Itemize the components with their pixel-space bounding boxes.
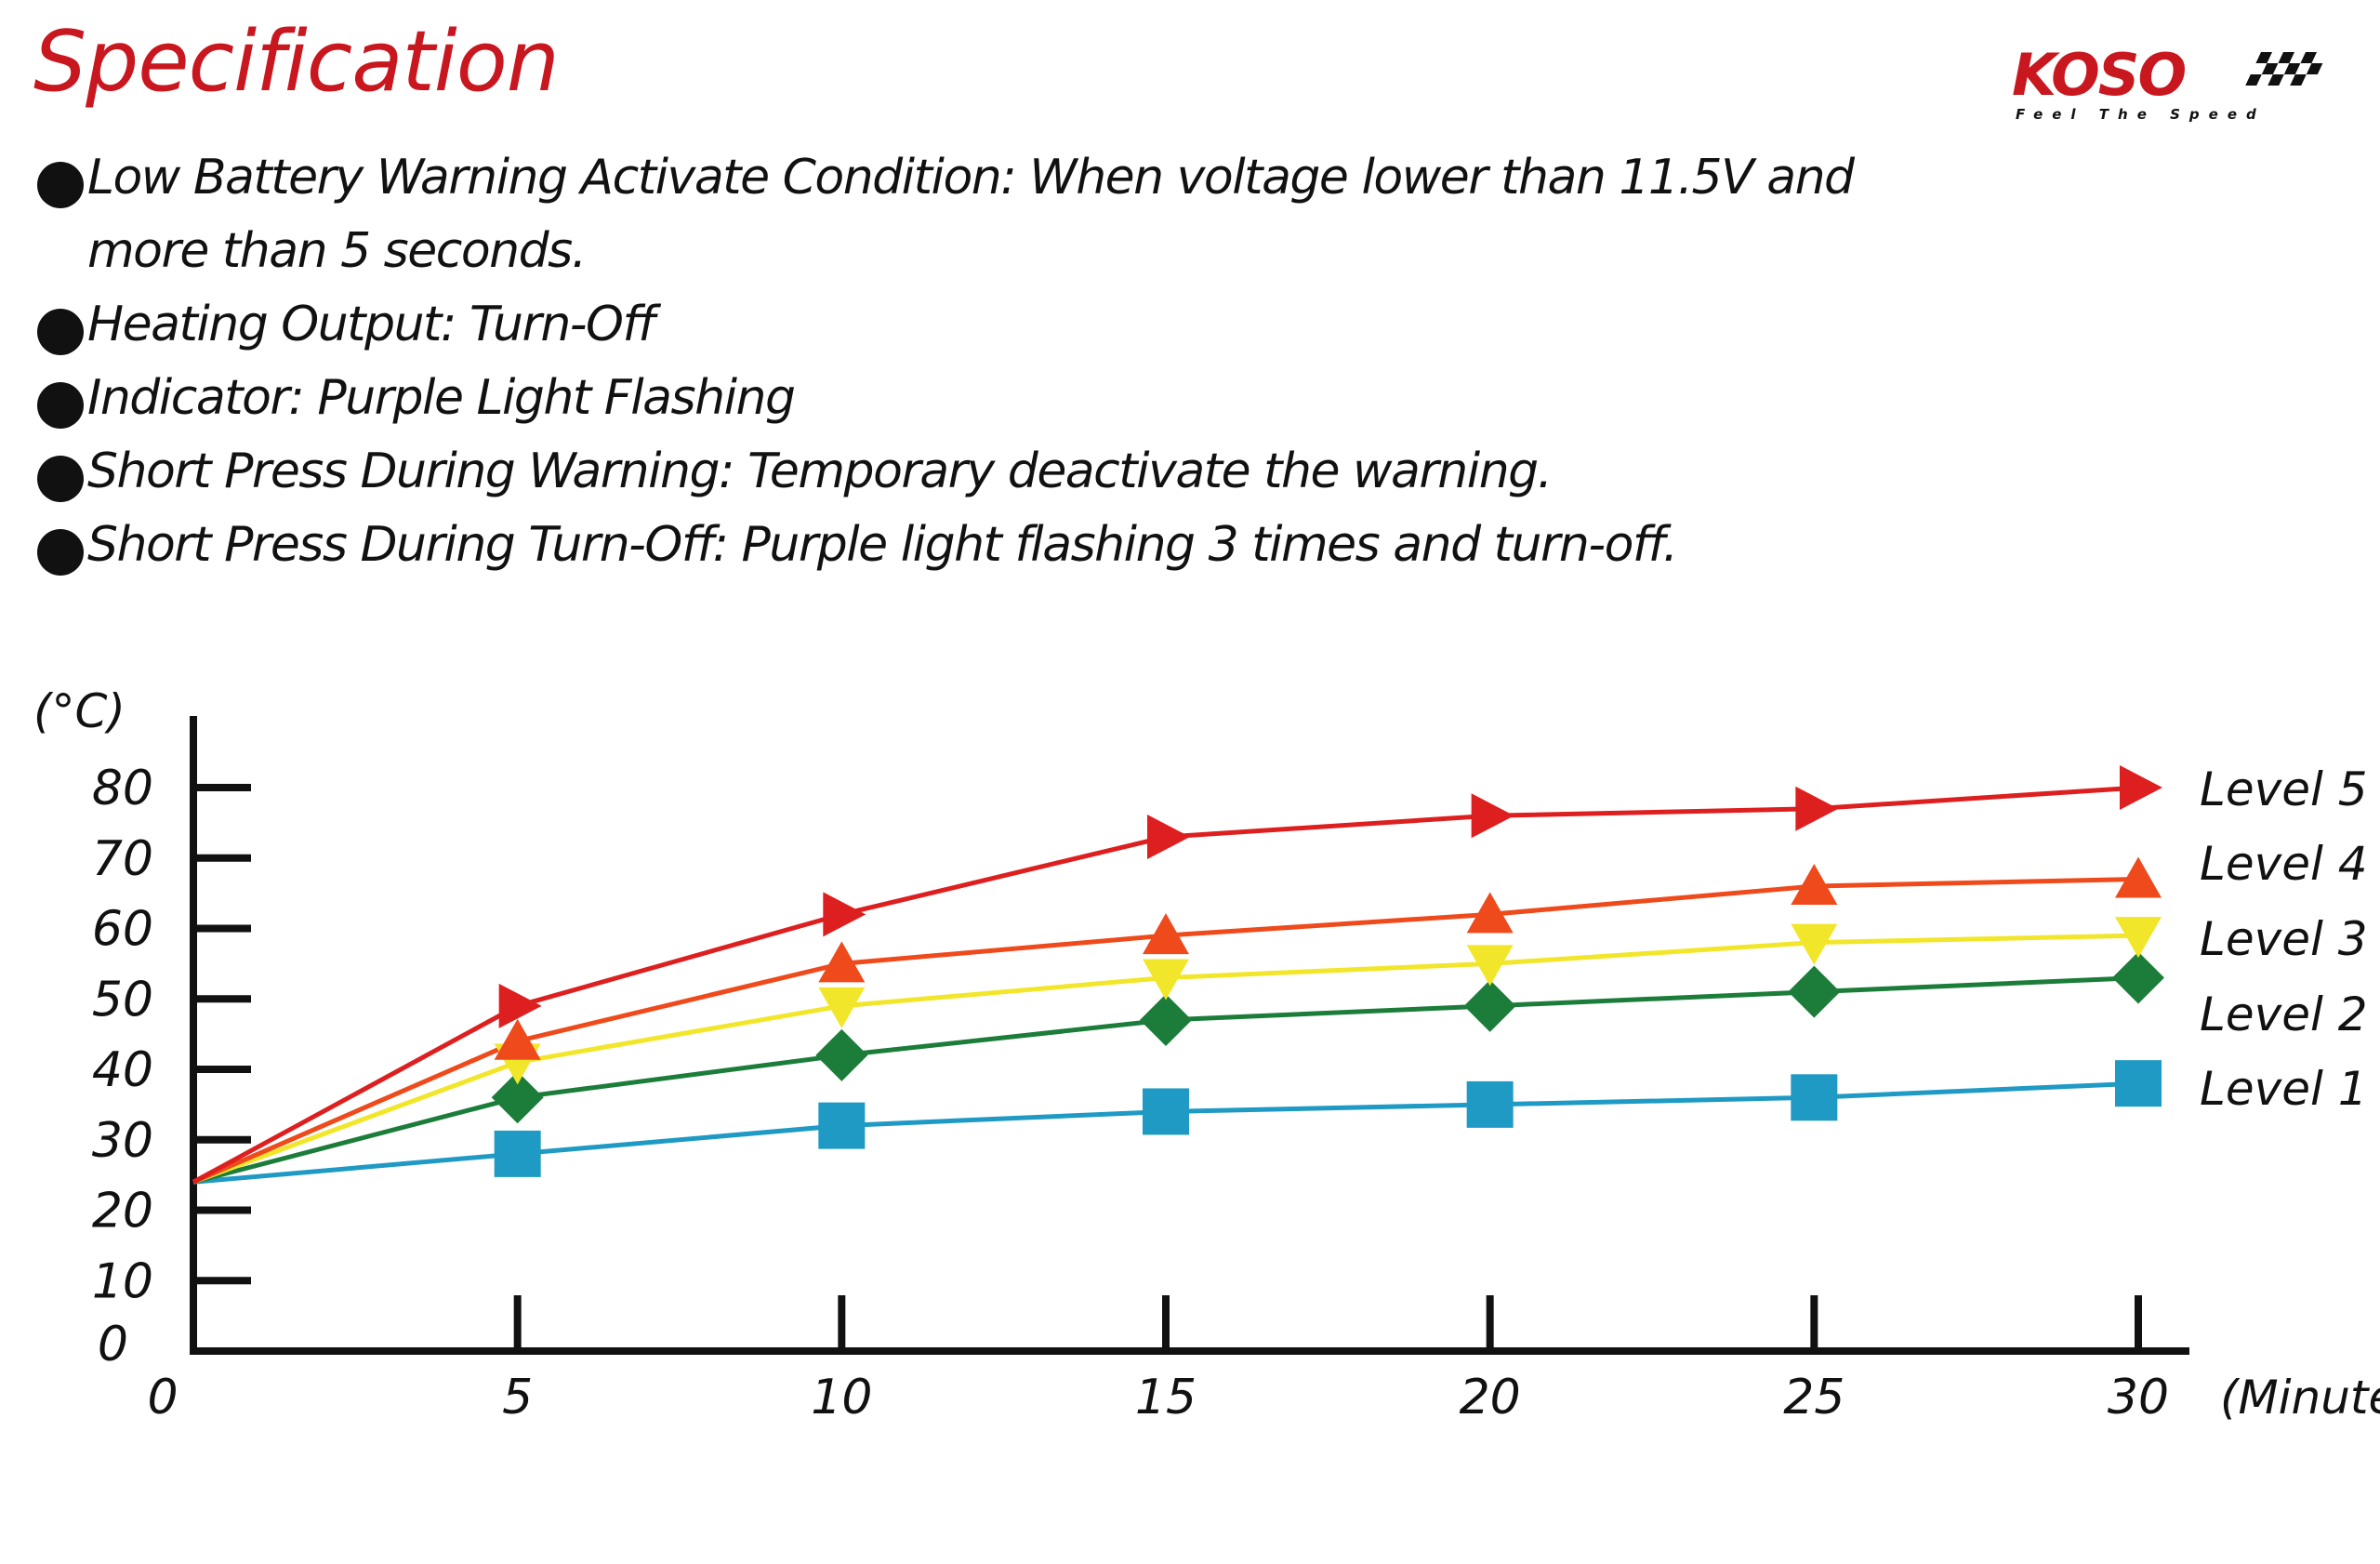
data-point: [494, 1130, 541, 1177]
bullet-icon: [37, 309, 84, 355]
logo-brand: KOSO: [2012, 46, 2185, 109]
data-point: [1143, 959, 1189, 1001]
x-tick-label: 30: [2108, 1370, 2169, 1425]
spec-text: Short Press During Turn-Off: Purple ligh…: [87, 517, 1678, 573]
page-title: Specification: [33, 13, 560, 111]
data-point: [491, 1071, 544, 1124]
data-point: [494, 1018, 541, 1060]
data-point: [1791, 923, 1838, 965]
spec-text: Heating Output: Turn-Off: [87, 297, 655, 352]
bullet-icon: [37, 382, 84, 429]
logo-tagline: Feel The Speed: [2016, 106, 2266, 123]
spec-item: Low Battery Warning Activate Condition: …: [33, 141, 1910, 288]
x-axis-label: (Minute: [2220, 1371, 2380, 1425]
x-tick-label: 20: [1460, 1370, 1521, 1425]
bullet-icon: [37, 529, 84, 576]
data-point: [498, 983, 542, 1028]
data-point: [2112, 951, 2164, 1004]
data-point: [818, 987, 866, 1028]
y-tick-label: 20: [92, 1184, 153, 1239]
spec-item: Short Press During Turn-Off: Purple ligh…: [33, 509, 1910, 582]
checkered-flag-icon: [2245, 52, 2323, 86]
spec-text: Low Battery Warning Activate Condition: …: [87, 150, 1855, 279]
data-point: [2115, 856, 2162, 898]
y-tick-label: 80: [92, 761, 153, 816]
y-axis-label: (°C): [33, 684, 126, 738]
spec-item: Indicator: Purple Light Flashing: [33, 362, 1910, 435]
series-label: Level 4: [2200, 837, 2368, 891]
data-point: [1795, 786, 1839, 831]
y-tick-label: 50: [92, 972, 153, 1027]
spec-item: Short Press During Warning: Temporary de…: [33, 435, 1910, 509]
series-label: Level 2: [2200, 987, 2368, 1041]
data-point: [2115, 917, 2162, 959]
data-point: [1791, 864, 1838, 906]
spec-item: Heating Output: Turn-Off: [33, 288, 1910, 362]
data-point: [1143, 913, 1189, 955]
spec-text: Short Press During Warning: Temporary de…: [87, 444, 1553, 499]
y-tick-label: 30: [92, 1113, 153, 1169]
y-tick-label: 10: [92, 1253, 153, 1309]
data-point: [2115, 1060, 2162, 1107]
x-tick-label: 15: [1135, 1370, 1197, 1425]
y-tick-label: 40: [92, 1042, 153, 1098]
y-tick-label: 60: [92, 902, 153, 958]
data-point: [1463, 979, 1516, 1032]
koso-logo: KOSO Feel The Speed: [2012, 46, 2323, 123]
series-label: Level 5: [2200, 762, 2368, 816]
data-point: [1791, 1074, 1838, 1121]
data-point: [1466, 1080, 1514, 1128]
data-point: [1466, 892, 1514, 934]
data-point: [1788, 965, 1841, 1018]
y-tick-label: 0: [98, 1317, 128, 1372]
data-point: [1471, 793, 1514, 839]
x-tick-label: 5: [502, 1370, 533, 1425]
bullet-icon: [37, 162, 84, 208]
series-label: Level 1: [2200, 1062, 2368, 1116]
data-point: [1147, 815, 1190, 860]
data-point: [1140, 993, 1192, 1046]
data-point: [823, 892, 866, 937]
x-tick-label: 10: [811, 1370, 872, 1425]
spec-text: Indicator: Purple Light Flashing: [87, 370, 796, 426]
data-point: [2120, 765, 2162, 810]
series-label: Level 3: [2200, 912, 2368, 966]
data-point: [818, 941, 866, 983]
bullet-icon: [37, 456, 84, 502]
spec-list: Low Battery Warning Activate Condition: …: [33, 141, 1910, 582]
x-tick-label: 0: [147, 1370, 178, 1425]
data-point: [1143, 1088, 1189, 1135]
y-tick-label: 70: [92, 831, 153, 887]
temperature-chart: (°C) (Minute 0 10 20 30 40 50 60 70 80 0 5 10 15 20 25…: [33, 684, 2380, 1425]
data-point: [818, 1102, 866, 1149]
data-point: [815, 1028, 868, 1081]
x-tick-label: 25: [1783, 1370, 1844, 1425]
data-point: [1466, 945, 1514, 987]
